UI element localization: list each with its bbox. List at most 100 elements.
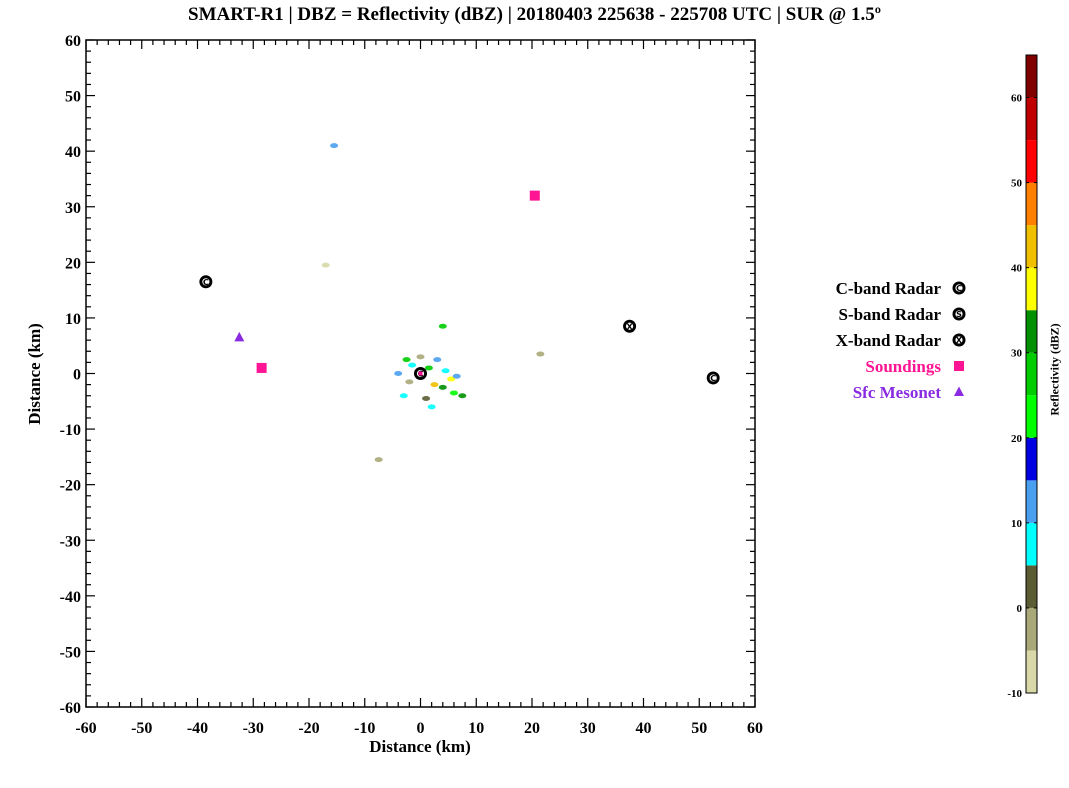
y-tick-label: -10 [60,422,81,439]
legend-symbol [954,386,964,396]
x-band-radar-marker: X [623,319,637,333]
echo-patch [402,357,411,363]
echo-patch [447,376,456,382]
x-tick-label: -40 [187,720,208,737]
echo-patch [424,365,433,371]
colorbar-label: Reflectivity (dBZ) [1047,323,1062,416]
legend-sfc-mesonet: Sfc Mesonet [852,383,941,402]
echo-patch [458,393,467,399]
sounding-marker [256,362,267,373]
colorbar: -10 0 10 20 30 40 50 60 [1007,54,1038,700]
colorbar-tick-label: 50 [1011,178,1023,190]
echo-patch [430,382,439,388]
radar-marker-letter: C [203,278,209,287]
colorbar-bin [1026,522,1037,566]
y-tick-label: 10 [65,311,81,328]
colorbar-bin [1026,607,1037,651]
echo-patch [408,362,417,368]
y-tick-label: 30 [65,200,81,217]
radar-marker-letter: X [956,336,963,345]
x-tick-label: -30 [243,720,264,737]
echo-patch [422,396,431,402]
y-tick-label: -50 [60,644,81,661]
legend-s-band: S-band Radar [838,305,941,324]
colorbar-bin [1026,650,1037,693]
colorbar-bin [1026,267,1037,311]
colorbar-bin [1026,182,1037,226]
c-band-radar-marker: C [706,371,720,385]
colorbar-tick-label: 10 [1011,518,1023,530]
colorbar-bin [1026,352,1037,396]
echo-patch [441,368,450,374]
legend-soundings: Soundings [865,357,941,376]
origin-sounding-overlay [418,371,423,376]
x-tick-label: 30 [580,720,596,737]
echo-patch [330,143,339,149]
legend-symbols: C S X [952,281,966,396]
colorbar-tick-label: 0 [1017,603,1023,615]
x-tick-label: -10 [354,720,375,737]
colorbar-tick-label: 20 [1011,433,1023,445]
colorbar-tick-label: -10 [1007,688,1022,700]
colorbar-bin [1026,480,1037,523]
c-band-radar-marker: C [199,275,213,289]
colorbar-bin [1026,225,1037,268]
legend-symbol: X [952,333,966,347]
colorbar-bin [1026,140,1037,183]
colorbar-bin [1026,395,1037,438]
x-tick-label: 60 [747,720,763,737]
radar-marker-inner [625,322,634,330]
colorbar-bin [1026,437,1037,481]
colorbar-tick-label: 30 [1011,348,1023,360]
legend-x-band: X-band Radar [835,331,941,350]
echo-layer [321,143,545,463]
legend-c-band: C-band Radar [835,279,941,298]
radar-marker-inner [955,284,963,292]
y-tick-label: 40 [65,144,81,161]
colorbar-bin [1026,565,1037,608]
y-tick-label: -60 [60,700,81,717]
colorbar-tick-label: 60 [1011,93,1023,105]
x-tick-label: 10 [468,720,484,737]
colorbar-frame [1025,54,1038,694]
radar-marker-inner [709,374,717,382]
echo-patch [438,323,447,329]
colorbar-bin [1026,97,1037,141]
echo-patch [427,404,436,410]
colorbar-bin [1026,310,1037,353]
echo-patch [394,371,403,376]
radar-marker-letter: C [956,284,962,293]
y-tick-label: 0 [73,367,81,384]
y-tick-label: 50 [65,89,81,106]
radar-marker-letter: C [710,374,716,383]
radar-marker-inner [202,278,210,286]
legend-symbol: S [952,307,966,321]
x-tick-label: -60 [75,720,96,737]
echo-patch [374,457,383,463]
tick-layer: -60 -50 -40 -30 -20 -10 0 10 20 30 40 50 60 -60 -50 -40… [60,33,763,737]
echo-patch [452,373,461,379]
x-tick-label: 40 [636,720,652,737]
y-tick-label: -30 [60,533,81,550]
echo-patch [405,379,414,385]
radar-marker-inner [955,310,963,318]
echo-patch [399,393,408,399]
radar-marker-letter: S [956,310,962,319]
y-tick-label: -20 [60,478,81,495]
x-tick-label: 0 [417,720,425,737]
x-axis-title: Distance (km) [369,737,471,756]
echo-patch [449,390,458,396]
sounding-marker [529,190,540,201]
echo-patch [433,357,442,363]
legend-symbol [954,361,964,371]
x-tick-label: 50 [691,720,707,737]
x-tick-label: 20 [524,720,540,737]
legend-symbol: C [952,281,966,295]
y-axis-title: Distance (km) [25,323,44,425]
chart-title: SMART-R1 | DBZ = Reflectivity (dBZ) | 20… [188,4,881,25]
echo-patch [438,384,447,390]
echo-patch [416,354,425,360]
echo-patch [321,262,330,268]
mesonet-marker [234,331,245,342]
